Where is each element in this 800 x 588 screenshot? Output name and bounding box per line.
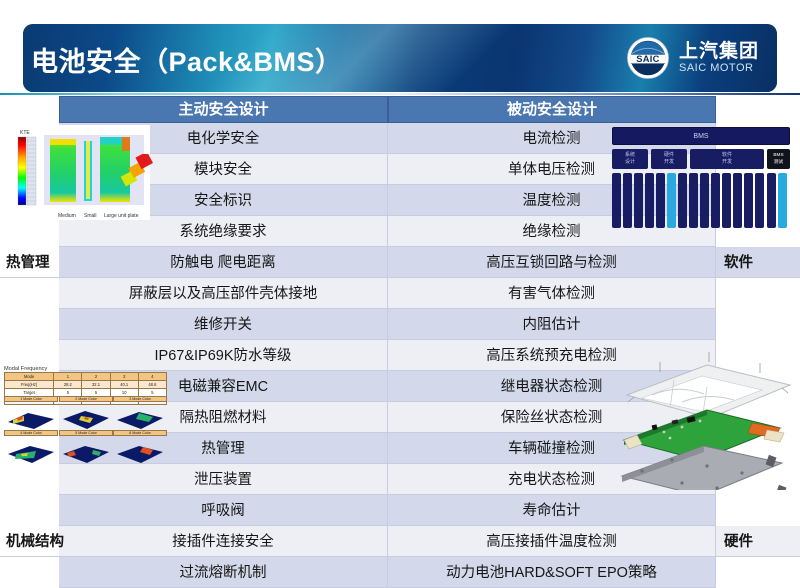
svg-text:Large unit plate: Large unit plate [104, 213, 139, 219]
svg-text:SAIC: SAIC [636, 54, 659, 64]
svg-text:Small: Small [84, 213, 97, 219]
svg-text:KTE: KTE [20, 130, 30, 136]
svg-text:Medium: Medium [58, 213, 76, 219]
